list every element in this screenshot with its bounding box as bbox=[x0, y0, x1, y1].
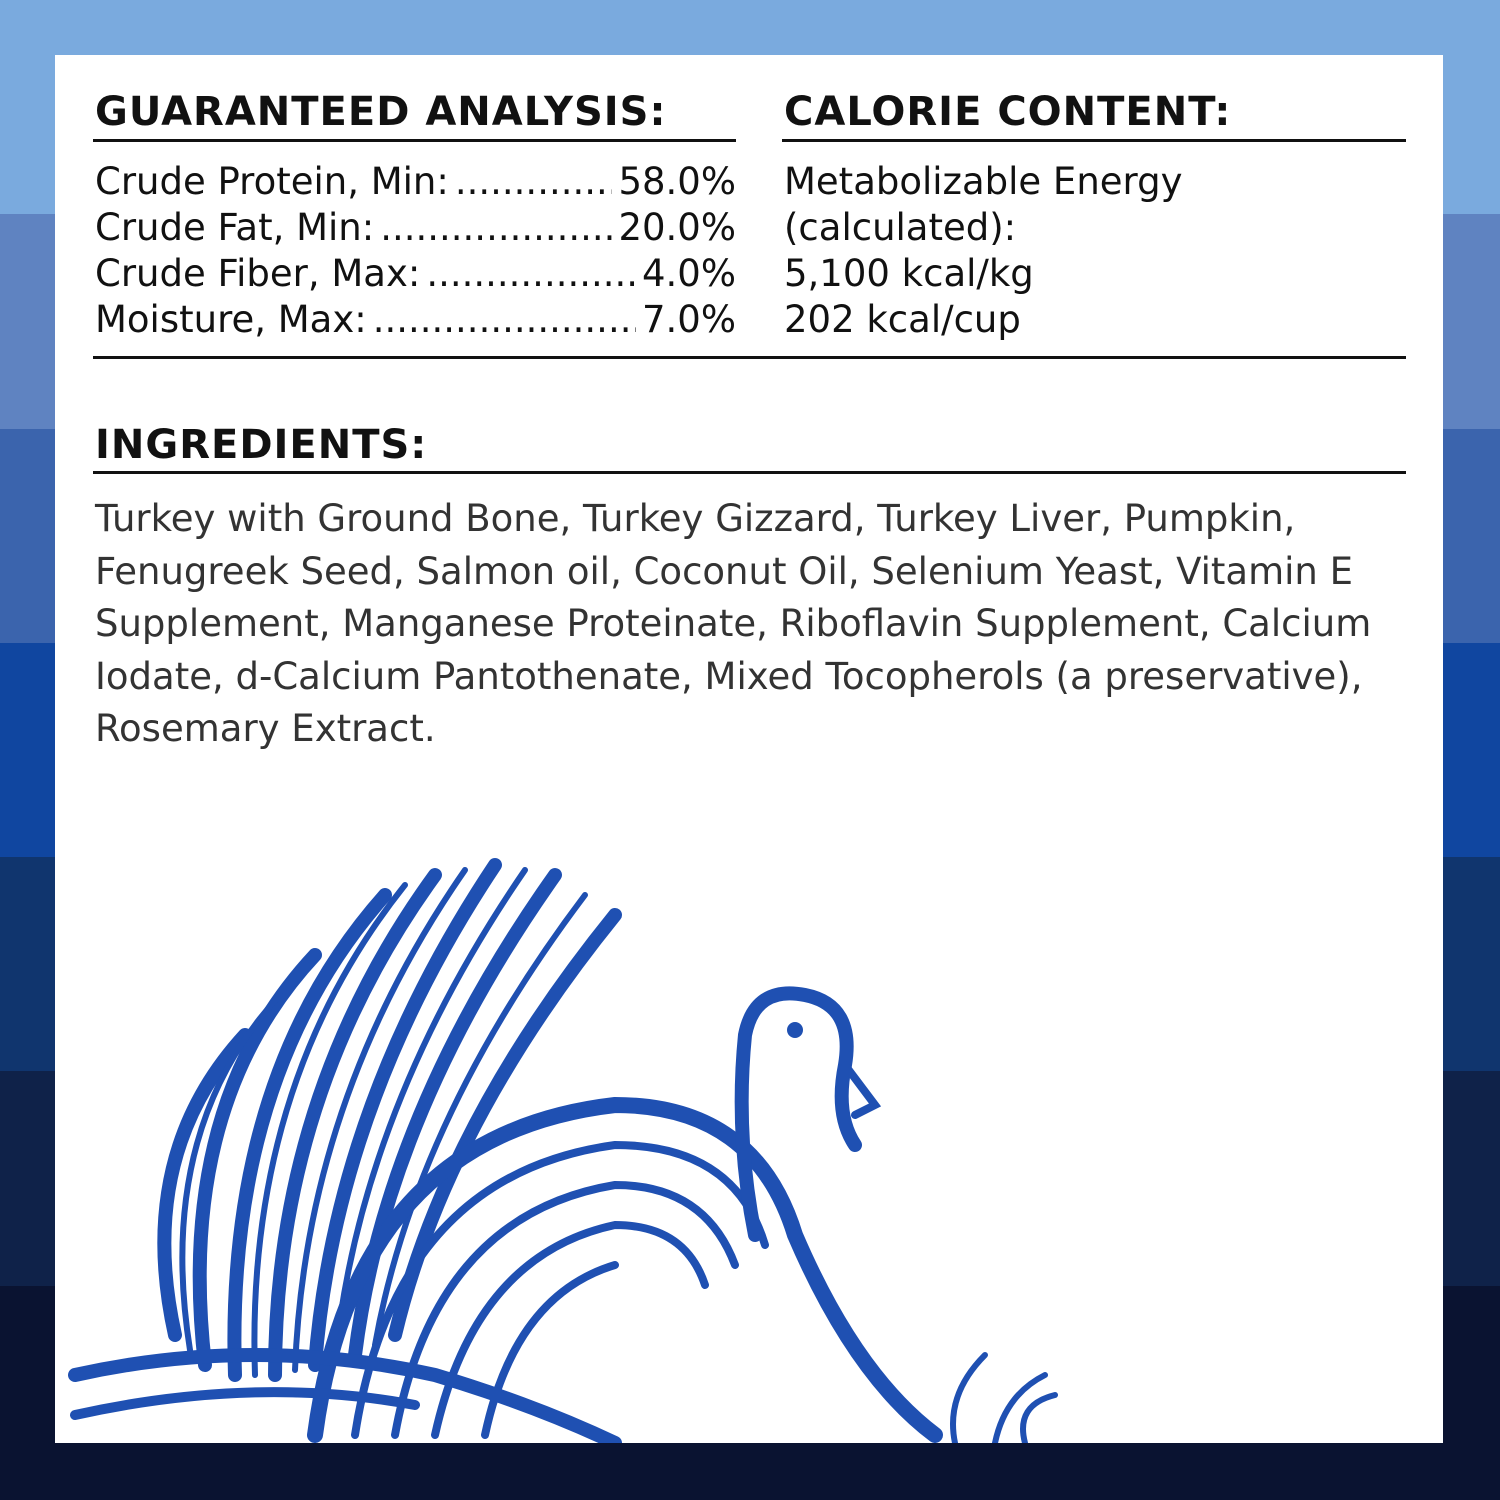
row-label: Crude Protein, Min: bbox=[95, 160, 449, 203]
ingredients-title: INGREDIENTS: bbox=[95, 422, 428, 468]
calorie-line: (calculated): bbox=[784, 206, 1017, 249]
divider bbox=[93, 471, 1406, 474]
analysis-row: Moisture, Max: 7.0% bbox=[95, 297, 736, 343]
row-value: 20.0% bbox=[618, 206, 736, 249]
label-panel: GUARANTEED ANALYSIS: Crude Protein, Min:… bbox=[55, 55, 1443, 1443]
divider bbox=[93, 356, 1406, 359]
ingredients-text: Turkey with Ground Bone, Turkey Gizzard,… bbox=[95, 497, 1372, 750]
analysis-title: GUARANTEED ANALYSIS: bbox=[95, 89, 667, 135]
analysis-row: Crude Protein, Min: 58.0% bbox=[95, 159, 736, 205]
calorie-title: CALORIE CONTENT: bbox=[784, 89, 1232, 135]
row-label: Moisture, Max: bbox=[95, 298, 367, 341]
analysis-table: Crude Protein, Min: 58.0% Crude Fat, Min:… bbox=[95, 159, 736, 343]
calorie-content: Metabolizable Energy (calculated): 5,100… bbox=[784, 159, 1182, 343]
row-value: 4.0% bbox=[642, 252, 736, 295]
calorie-line: Metabolizable Energy bbox=[784, 160, 1183, 203]
calorie-line: 202 kcal/cup bbox=[784, 298, 1021, 341]
calorie-line: 5,100 kcal/kg bbox=[784, 252, 1034, 295]
row-label: Crude Fat, Min: bbox=[95, 206, 375, 249]
row-value: 58.0% bbox=[618, 160, 736, 203]
analysis-row: Crude Fiber, Max: 4.0% bbox=[95, 251, 736, 297]
analysis-row: Crude Fat, Min: 20.0% bbox=[95, 205, 736, 251]
divider bbox=[93, 139, 736, 142]
turkey-illustration-icon bbox=[68, 858, 1058, 1443]
row-label: Crude Fiber, Max: bbox=[95, 252, 421, 295]
row-value: 7.0% bbox=[642, 298, 736, 341]
divider bbox=[782, 139, 1406, 142]
